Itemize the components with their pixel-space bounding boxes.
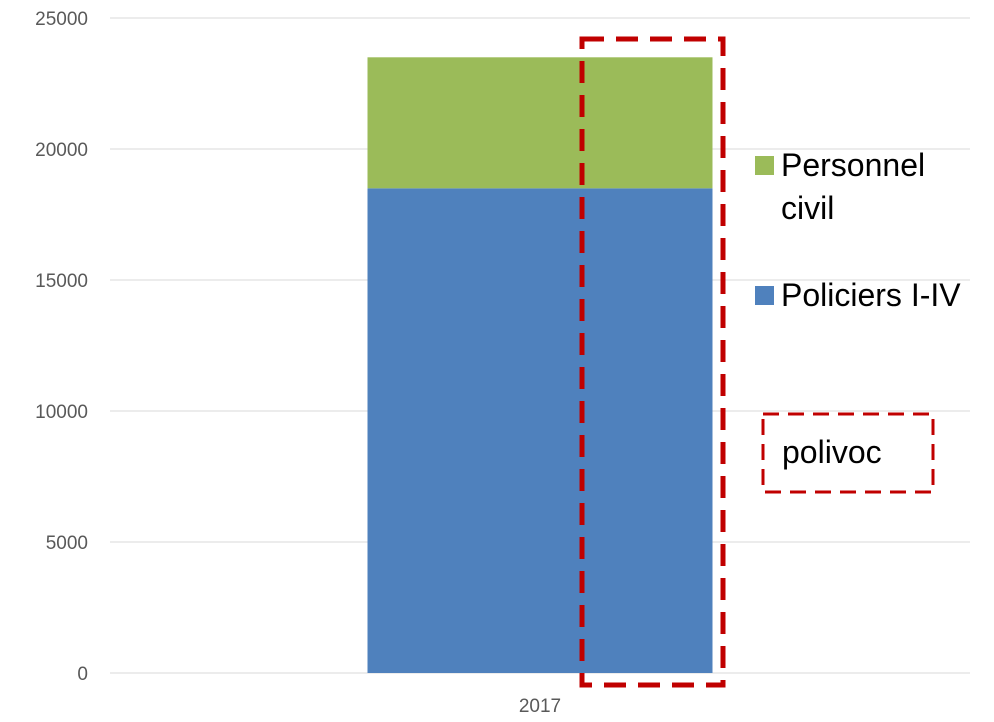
annotation-dashed-box bbox=[761, 412, 935, 494]
legend-swatch-policiers-i-iv bbox=[755, 286, 774, 305]
y-tick-label-0: 0 bbox=[77, 664, 88, 685]
bar-personnel-civil-2017 bbox=[367, 57, 713, 189]
legend: Personnel civil Policiers I-IV bbox=[755, 147, 961, 313]
bar-policiers-i-iv-2017 bbox=[367, 188, 713, 674]
x-tick-label-2017: 2017 bbox=[519, 696, 561, 717]
bars bbox=[367, 57, 713, 674]
y-tick-label-25000: 25000 bbox=[35, 9, 88, 30]
annotations: polivoc bbox=[579, 36, 935, 688]
y-tick-label-5000: 5000 bbox=[46, 533, 88, 554]
y-tick-label-20000: 20000 bbox=[35, 140, 88, 161]
y-axis-tick-labels: 0 5000 10000 15000 20000 25000 bbox=[35, 9, 88, 685]
annotation-label: polivoc bbox=[782, 434, 882, 470]
legend-label-personnel-civil-line-2: civil bbox=[781, 190, 834, 226]
legend-label-policiers-i-iv: Policiers I-IV bbox=[781, 277, 961, 313]
legend-label-personnel-civil: Personnel bbox=[781, 147, 925, 183]
y-tick-label-10000: 10000 bbox=[35, 402, 88, 423]
x-axis-tick-labels: 2017 bbox=[519, 696, 561, 717]
highlight-dashed-box bbox=[579, 36, 726, 688]
y-tick-label-15000: 15000 bbox=[35, 271, 88, 292]
legend-swatch-personnel-civil bbox=[755, 156, 774, 175]
